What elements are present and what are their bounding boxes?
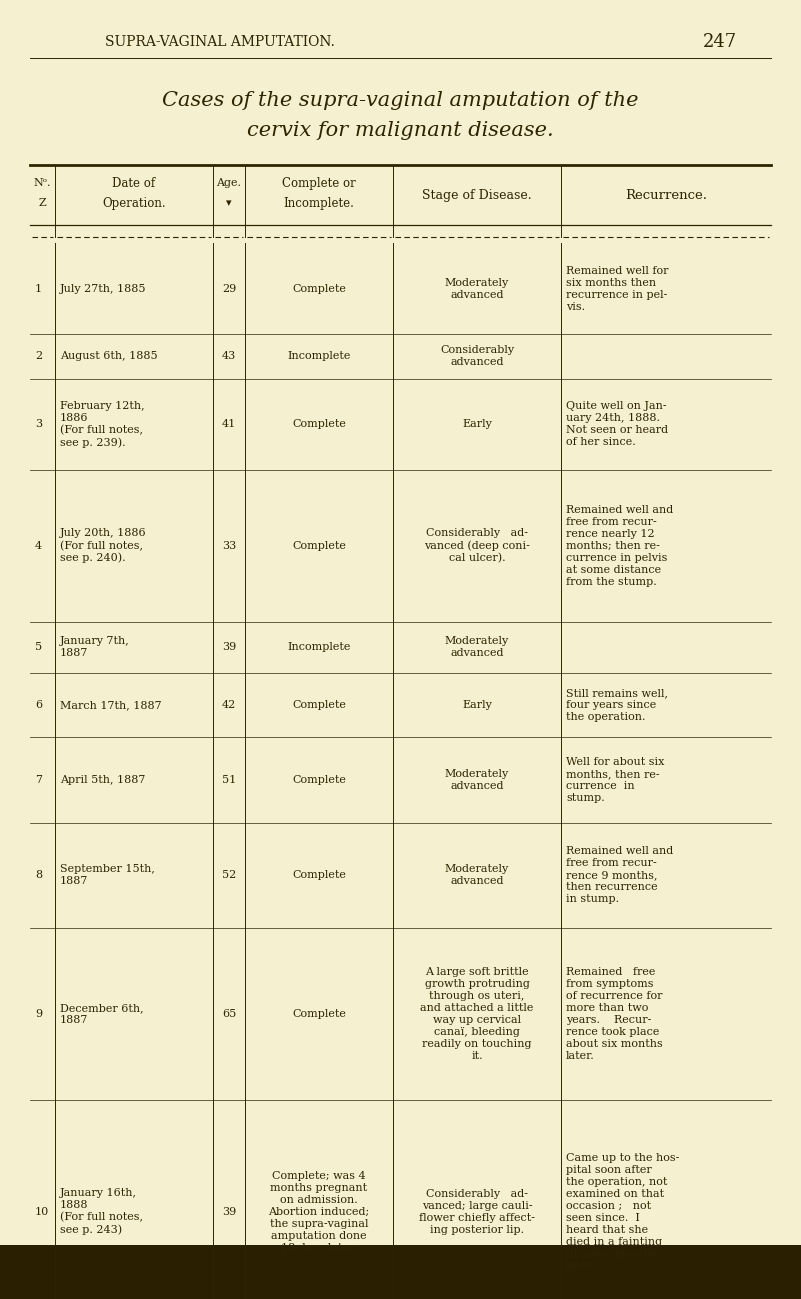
Text: Complete: Complete — [292, 776, 346, 785]
Text: Cases of the supra-vaginal amputation of the: Cases of the supra-vaginal amputation of… — [162, 91, 638, 109]
Text: Remained well for
six months then
recurrence in pel-
vis.: Remained well for six months then recurr… — [566, 265, 669, 312]
Text: 3: 3 — [35, 420, 42, 430]
Text: SUPRA-VAGINAL AMPUTATION.: SUPRA-VAGINAL AMPUTATION. — [105, 35, 335, 49]
Text: Early: Early — [462, 700, 492, 711]
Text: Complete; was 4
months pregnant
on admission.
Abortion induced;
the supra-vagina: Complete; was 4 months pregnant on admis… — [268, 1170, 369, 1252]
Text: Moderately
advanced: Moderately advanced — [445, 278, 509, 300]
Text: Considerably   ad-
vanced (deep coni-
cal ulcer).: Considerably ad- vanced (deep coni- cal … — [424, 529, 530, 564]
Text: 2: 2 — [35, 352, 42, 361]
Text: 33: 33 — [222, 540, 236, 551]
Text: Early: Early — [462, 420, 492, 430]
Text: Moderately
advanced: Moderately advanced — [445, 864, 509, 886]
Text: February 12th,
1886
(For full notes,
see p. 239).: February 12th, 1886 (For full notes, see… — [60, 401, 145, 448]
Text: 8: 8 — [35, 870, 42, 881]
Text: 65: 65 — [222, 1009, 236, 1018]
Text: 9: 9 — [35, 1009, 42, 1018]
Text: January 16th,
1888
(For full notes,
see p. 243): January 16th, 1888 (For full notes, see … — [60, 1189, 143, 1235]
Text: March 17th, 1887: March 17th, 1887 — [60, 700, 162, 711]
Text: Operation.: Operation. — [103, 196, 166, 209]
Text: Still remains well,
four years since
the operation.: Still remains well, four years since the… — [566, 688, 668, 722]
Text: July 20th, 1886
(For full notes,
see p. 240).: July 20th, 1886 (For full notes, see p. … — [60, 529, 147, 564]
Text: Remained well and
free from recur-
rence 9 months,
then recurrence
in stump.: Remained well and free from recur- rence… — [566, 846, 674, 904]
Text: Complete: Complete — [292, 1009, 346, 1018]
Text: August 6th, 1885: August 6th, 1885 — [60, 352, 158, 361]
Text: Age.: Age. — [216, 178, 241, 188]
Text: 39: 39 — [222, 642, 236, 652]
Text: 43: 43 — [222, 352, 236, 361]
Text: Complete: Complete — [292, 283, 346, 294]
Text: Nᵒ.: Nᵒ. — [34, 178, 51, 188]
Text: July 27th, 1885: July 27th, 1885 — [60, 283, 147, 294]
Text: Z: Z — [38, 197, 46, 208]
Text: 51: 51 — [222, 776, 236, 785]
Text: Quite well on Jan-
uary 24th, 1888.
Not seen or heard
of her since.: Quite well on Jan- uary 24th, 1888. Not … — [566, 401, 668, 447]
Text: Recurrence.: Recurrence. — [625, 188, 707, 201]
Text: Incomplete.: Incomplete. — [284, 196, 354, 209]
Text: Came up to the hos-
pital soon after
the operation, not
examined on that
occasio: Came up to the hos- pital soon after the… — [566, 1152, 679, 1270]
Text: December 6th,
1887: December 6th, 1887 — [60, 1003, 143, 1025]
Text: Remained   free
from symptoms
of recurrence for
more than two
years.    Recur-
r: Remained free from symptoms of recurrenc… — [566, 966, 662, 1061]
Text: 41: 41 — [222, 420, 236, 430]
Text: Complete: Complete — [292, 540, 346, 551]
Bar — [0, 1244, 801, 1299]
Text: 5: 5 — [35, 642, 42, 652]
Text: Well for about six
months, then re-
currence  in
stump.: Well for about six months, then re- curr… — [566, 757, 664, 803]
Text: Complete: Complete — [292, 700, 346, 711]
Text: Moderately
advanced: Moderately advanced — [445, 769, 509, 791]
Text: Incomplete: Incomplete — [288, 352, 351, 361]
Text: September 15th,
1887: September 15th, 1887 — [60, 864, 155, 886]
Text: Date of: Date of — [112, 177, 155, 190]
Text: Considerably   ad-
vanced; large cauli-
flower chiefly affect-
ing posterior lip: Considerably ad- vanced; large cauli- fl… — [419, 1189, 535, 1234]
Text: ▾: ▾ — [226, 197, 231, 208]
Text: Stage of Disease.: Stage of Disease. — [422, 188, 532, 201]
Text: cervix for malignant disease.: cervix for malignant disease. — [247, 121, 553, 139]
Text: 52: 52 — [222, 870, 236, 881]
Text: 6: 6 — [35, 700, 42, 711]
Text: Considerably
advanced: Considerably advanced — [440, 346, 514, 368]
Text: Complete: Complete — [292, 420, 346, 430]
Text: 247: 247 — [703, 32, 737, 51]
Text: Complete: Complete — [292, 870, 346, 881]
Text: 1: 1 — [35, 283, 42, 294]
Text: Moderately
advanced: Moderately advanced — [445, 637, 509, 659]
Text: A large soft brittle
growth protruding
through os uteri,
and attached a little
w: A large soft brittle growth protruding t… — [421, 966, 533, 1061]
Text: Remained well and
free from recur-
rence nearly 12
months; then re-
currence in : Remained well and free from recur- rence… — [566, 505, 674, 587]
Text: Complete or: Complete or — [282, 177, 356, 190]
Text: 4: 4 — [35, 540, 42, 551]
Text: 7: 7 — [35, 776, 42, 785]
Text: Incomplete: Incomplete — [288, 642, 351, 652]
Text: April 5th, 1887: April 5th, 1887 — [60, 776, 145, 785]
Text: 39: 39 — [222, 1207, 236, 1217]
Text: January 7th,
1887: January 7th, 1887 — [60, 637, 130, 659]
Text: 10: 10 — [35, 1207, 49, 1217]
Text: 29: 29 — [222, 283, 236, 294]
Text: 42: 42 — [222, 700, 236, 711]
